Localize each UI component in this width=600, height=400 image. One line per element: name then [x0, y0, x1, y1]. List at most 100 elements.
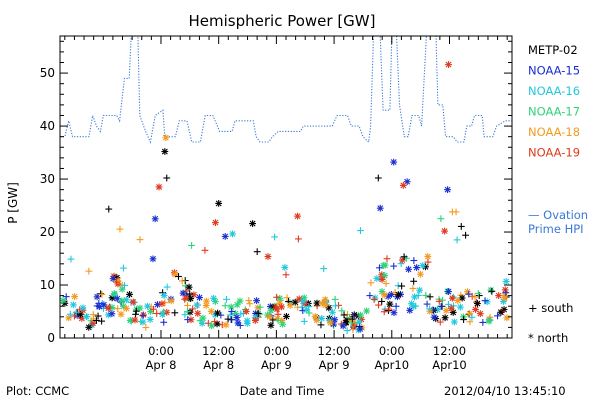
data-point: [114, 277, 122, 285]
data-point: [249, 220, 256, 227]
data-point: [108, 310, 116, 318]
data-point: [343, 327, 351, 334]
legend: METP-02 NOAA-15 NOAA-16 NOAA-17 NOAA-18 NOAA-…: [528, 43, 580, 345]
data-point: [380, 308, 388, 316]
data-point: [426, 293, 434, 301]
data-point: [436, 318, 444, 326]
data-point: [122, 296, 130, 304]
x-tick-label-date: Apr 8: [203, 358, 234, 372]
data-point: [89, 319, 97, 327]
data-point: [392, 302, 400, 310]
data-point: [382, 280, 390, 287]
data-point: [386, 300, 394, 308]
data-point: [203, 297, 210, 305]
data-point: [221, 302, 229, 310]
data-point: [196, 317, 204, 325]
data-point: [190, 291, 198, 299]
data-point: [355, 318, 363, 326]
data-point: [212, 219, 219, 227]
data-point: [291, 298, 299, 306]
data-point: [300, 317, 308, 325]
data-point: [185, 283, 193, 291]
data-point: [474, 300, 481, 307]
data-point: [98, 317, 105, 325]
data-point: [283, 313, 290, 320]
data-point: [488, 287, 496, 295]
marker-legend-entry: + south: [528, 301, 573, 315]
data-point: [233, 314, 241, 322]
data-point: [318, 314, 326, 322]
data-point: [149, 255, 157, 263]
data-point: [460, 316, 468, 323]
data-point: [163, 283, 171, 291]
y-tick-label: 20: [40, 225, 55, 239]
data-point: [500, 298, 507, 305]
y-tick-label: 10: [40, 278, 55, 292]
data-point: [186, 290, 194, 298]
ovation-legend-line2: Prime HPI: [528, 222, 584, 236]
data-point: [114, 305, 122, 313]
y-tick-label: 40: [40, 119, 55, 133]
data-point: [481, 297, 489, 305]
data-point: [62, 293, 70, 301]
data-point: [380, 291, 388, 299]
data-point: [445, 288, 452, 295]
data-point: [317, 321, 325, 329]
x-tick-label-date: Apr 9: [319, 358, 350, 372]
x-axis-label: Date and Time: [240, 384, 325, 398]
data-point: [159, 310, 166, 318]
data-point: [223, 295, 230, 303]
data-point: [394, 291, 402, 299]
data-point: [450, 318, 458, 326]
data-point: [424, 253, 432, 260]
data-point-high: [448, 208, 456, 216]
data-point: [441, 314, 449, 322]
data-point: [468, 313, 476, 321]
data-point: [116, 225, 124, 233]
data-point: [196, 294, 203, 301]
data-point: [193, 301, 201, 309]
data-point: [381, 272, 389, 280]
legend-entry: NOAA-19: [528, 146, 580, 160]
data-point: [251, 317, 259, 324]
data-point: [332, 302, 339, 310]
data-point: [208, 322, 216, 330]
data-point: [228, 308, 236, 315]
data-point: [274, 317, 282, 324]
data-point: [295, 295, 303, 303]
data-point: [338, 307, 346, 315]
data-point: [105, 205, 113, 213]
data-point: [311, 313, 319, 320]
data-point-high: [294, 212, 301, 220]
data-point: [282, 271, 290, 279]
data-point: [167, 297, 175, 305]
data-point: [199, 314, 207, 322]
data-point: [448, 294, 456, 302]
data-point: [378, 276, 386, 283]
data-point: [273, 293, 281, 301]
data-point-high: [399, 182, 407, 189]
data-point: [214, 309, 221, 317]
data-point: [267, 307, 275, 315]
data-point: [246, 300, 254, 308]
legend-entry: NOAA-18: [528, 125, 580, 139]
data-point: [340, 311, 348, 319]
data-point: [494, 312, 501, 320]
data-point: [182, 294, 190, 302]
data-point: [132, 310, 140, 318]
data-point: [97, 290, 105, 298]
ovation-legend-line1: — Ovation: [528, 208, 588, 222]
data-point: [184, 302, 191, 309]
data-point: [222, 321, 230, 329]
data-point: [236, 297, 244, 305]
data-point: [295, 235, 302, 243]
data-point: [136, 236, 144, 244]
data-point: [454, 297, 462, 304]
data-point: [175, 273, 182, 280]
data-point: [71, 293, 79, 300]
data-point: [211, 318, 219, 325]
data-point: [471, 293, 479, 301]
x-tick-label-time: 12:00: [433, 344, 466, 358]
data-point: [89, 311, 97, 318]
data-point: [424, 258, 432, 266]
